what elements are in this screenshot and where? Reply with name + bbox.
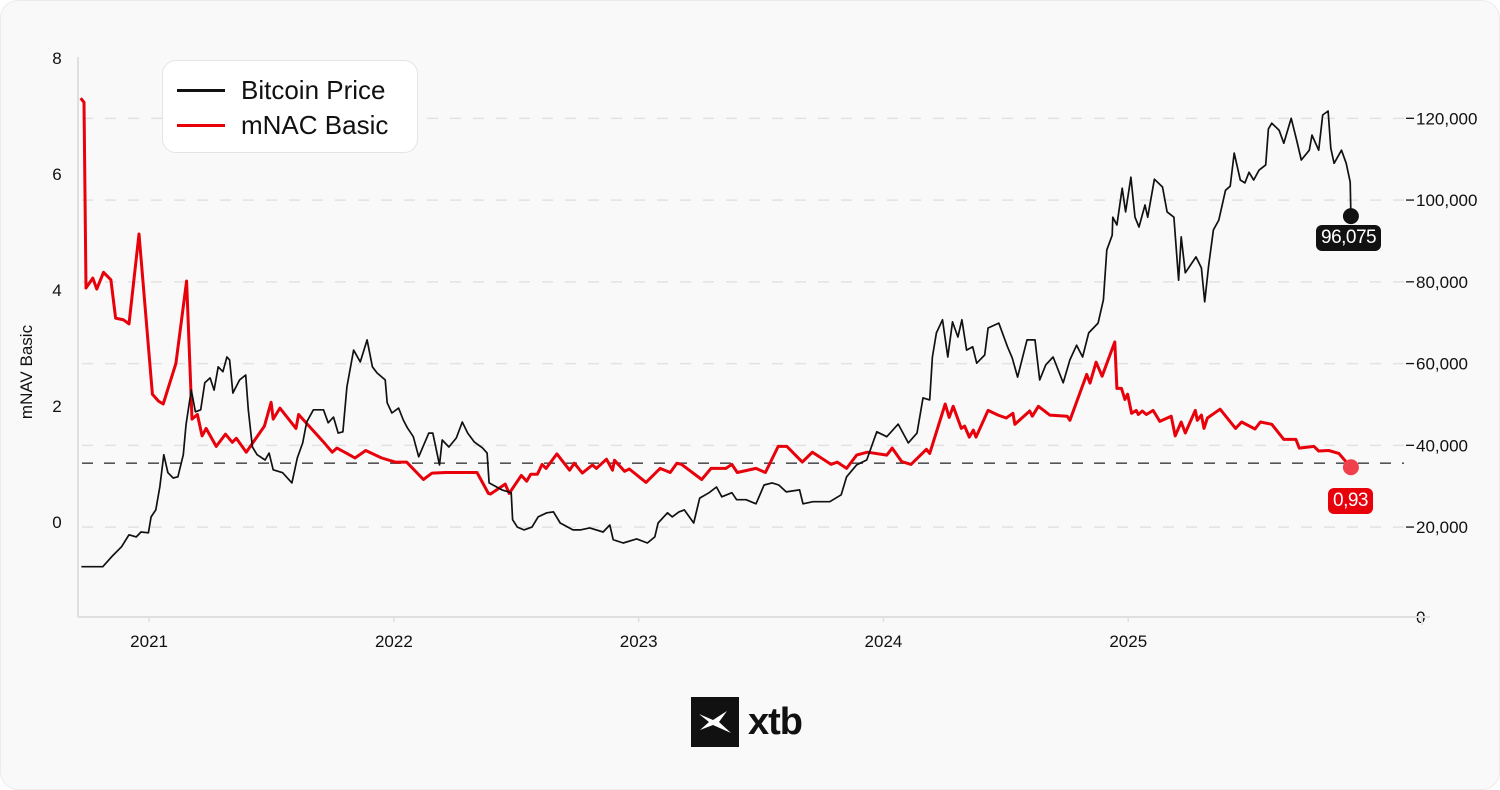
xtb-logo-text: xtb: [748, 701, 803, 743]
legend-item-bitcoin: Bitcoin Price: [177, 75, 386, 105]
y-tick-label: 2: [52, 397, 61, 416]
x-tick-label: 2024: [865, 632, 903, 651]
legend: Bitcoin Price mNAC Basic: [162, 60, 418, 153]
mnav-basic-line: [79, 97, 1353, 496]
mnav-end-label: 0,93: [1328, 488, 1373, 514]
y2-tick-label: 40,000: [1416, 436, 1468, 455]
legend-label: Bitcoin Price: [241, 74, 386, 105]
bitcoin-end-label: 96,075: [1316, 225, 1382, 251]
y2-tick-label: 60,000: [1416, 355, 1468, 374]
y2-tick-label: 80,000: [1416, 273, 1468, 292]
axes: 0 20,000 40,000 60,000 80,000 100,000 120,000 0…: [52, 49, 1477, 651]
y2-tick-label: 20,000: [1416, 518, 1468, 537]
y-tick-label: 0: [52, 513, 61, 532]
y2-tick-label: 120,000: [1416, 109, 1477, 128]
x-tick-label: 2022: [375, 632, 413, 651]
x-tick-label: 2021: [130, 632, 168, 651]
legend-swatch-black: [177, 88, 225, 92]
bitcoin-end-marker: [1342, 208, 1359, 225]
y-tick-label: 4: [52, 281, 61, 300]
x-tick-label: 2023: [620, 632, 658, 651]
mnav-end-marker: [1342, 459, 1359, 476]
end-markers: [1342, 208, 1359, 476]
xtb-logo-mark-icon: [691, 697, 739, 747]
y2-tick-label: 100,000: [1416, 191, 1477, 210]
y-tick-label: 8: [52, 49, 61, 68]
legend-item-mnav: mNAC Basic: [177, 110, 388, 140]
legend-swatch-red: [177, 123, 225, 127]
series-lines: [79, 97, 1353, 568]
bitcoin-price-line: [81, 110, 1352, 568]
legend-label: mNAC Basic: [241, 109, 389, 140]
gridlines: [82, 117, 1404, 528]
y-axis-label: mNAV Basic: [17, 324, 36, 419]
y-tick-label: 6: [52, 165, 61, 184]
xtb-logo: xtb: [691, 697, 803, 747]
x-tick-label: 2025: [1109, 632, 1147, 651]
